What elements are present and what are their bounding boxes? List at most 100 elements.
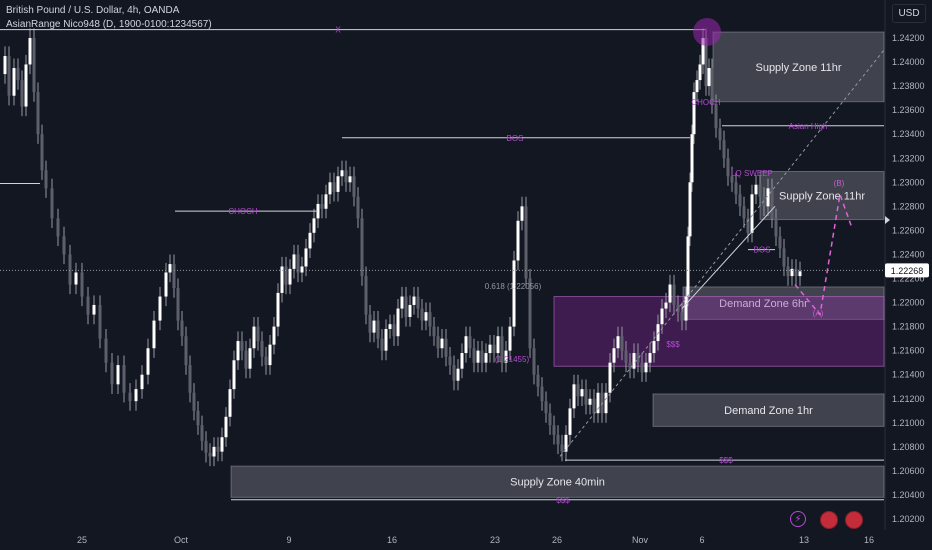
candle-body	[36, 92, 40, 135]
candle-body	[252, 326, 256, 349]
zone-box	[712, 31, 885, 103]
candle-body	[604, 392, 608, 414]
candle-body	[12, 68, 16, 96]
candle-body	[512, 260, 516, 327]
candle-body	[726, 158, 730, 177]
candle-body	[710, 68, 714, 105]
x-tick-label: 9	[286, 535, 291, 545]
candle-body	[452, 365, 456, 381]
candle-body	[176, 288, 180, 321]
candle-body	[608, 362, 612, 393]
candle-body	[400, 296, 404, 309]
candle-body	[220, 437, 224, 452]
candle-body	[552, 425, 556, 435]
candle-body	[504, 350, 508, 363]
candle-body	[628, 362, 632, 369]
zone-box	[652, 393, 885, 427]
candle-body	[707, 68, 711, 87]
candle-body	[778, 236, 782, 249]
candle-body	[364, 276, 368, 315]
candle-body	[236, 341, 240, 361]
candle-body	[260, 341, 264, 357]
zone-label: Supply Zone 40min	[510, 477, 605, 489]
level-label: BOS	[754, 246, 771, 255]
candle-body	[484, 353, 488, 363]
candle-body	[164, 272, 168, 297]
flag-icon-uk	[820, 511, 838, 529]
projection-path	[794, 191, 853, 317]
candle-body	[122, 365, 126, 393]
x-tick-label: 23	[490, 535, 500, 545]
candle-body	[520, 206, 524, 221]
candle-body	[344, 170, 348, 183]
annotation-label: CHOCH	[691, 98, 721, 107]
candle-body	[500, 336, 504, 363]
x-tick-label: Oct	[174, 535, 189, 545]
candle-body	[668, 284, 672, 303]
candle-body	[396, 308, 400, 337]
candle-body	[352, 176, 356, 197]
y-tick-label: 1.22200	[892, 274, 925, 284]
candle-body	[86, 296, 90, 315]
candle-body	[152, 320, 156, 349]
candle-body	[460, 353, 464, 369]
y-tick-label: 1.22000	[892, 298, 925, 308]
candle-body	[416, 296, 420, 309]
annotation-label: $$$	[666, 340, 680, 349]
candle-body	[584, 389, 588, 405]
level-label: Asian High	[789, 122, 828, 131]
y-tick-label: 1.22800	[892, 201, 925, 211]
candle-body	[32, 38, 36, 93]
candle-body	[324, 194, 328, 209]
x-tick-label: 16	[864, 535, 874, 545]
x-tick-label: 6	[699, 535, 704, 545]
y-tick-label: 1.21000	[892, 418, 925, 428]
y-tick-label: 1.23200	[892, 153, 925, 163]
y-tick-label: 1.23600	[892, 105, 925, 115]
candle-body	[376, 320, 380, 339]
y-tick-label: 1.21200	[892, 394, 925, 404]
candle-body	[40, 134, 44, 171]
candle-body	[496, 336, 500, 354]
candle-body	[698, 64, 702, 81]
candle-body	[432, 326, 436, 337]
annotation-label: 0.618 (1.22056)	[485, 282, 542, 291]
candle-body	[636, 353, 640, 363]
candle-body	[684, 296, 688, 321]
candle-body	[300, 266, 304, 273]
candle-body	[104, 338, 108, 363]
candle-body	[730, 176, 734, 183]
lightning-icon[interactable]: ⚡	[790, 511, 806, 527]
candle-body	[380, 338, 384, 351]
candle-body	[134, 389, 138, 402]
y-tick-label: 1.21400	[892, 370, 925, 380]
candle-body	[436, 336, 440, 349]
last-price-label: 1.22268	[891, 266, 924, 276]
candle-body	[640, 362, 644, 373]
candle-body	[184, 336, 188, 366]
candle-body	[624, 350, 628, 363]
candle-body	[110, 362, 114, 385]
candle-body	[648, 353, 652, 363]
level-label: BOS	[507, 134, 524, 143]
candle-body	[750, 194, 754, 233]
candle-body	[68, 254, 72, 285]
annotation-label: (B)	[834, 179, 845, 188]
candle-body	[540, 386, 544, 402]
candle-body	[80, 272, 84, 297]
x-tick-label: 13	[799, 535, 809, 545]
candle-body	[98, 304, 102, 339]
candle-body	[782, 248, 786, 267]
candle-body	[392, 324, 396, 337]
candle-body	[200, 425, 204, 441]
zone-label: Supply Zone 11hr	[755, 62, 841, 74]
candle-body	[456, 368, 460, 381]
candle-body	[754, 184, 758, 195]
currency-button[interactable]: USD	[892, 4, 926, 23]
x-tick-label: 16	[387, 535, 397, 545]
candle-body	[16, 68, 20, 81]
candle-body	[695, 80, 699, 93]
candle-body	[424, 312, 428, 321]
candle-body	[372, 320, 376, 333]
